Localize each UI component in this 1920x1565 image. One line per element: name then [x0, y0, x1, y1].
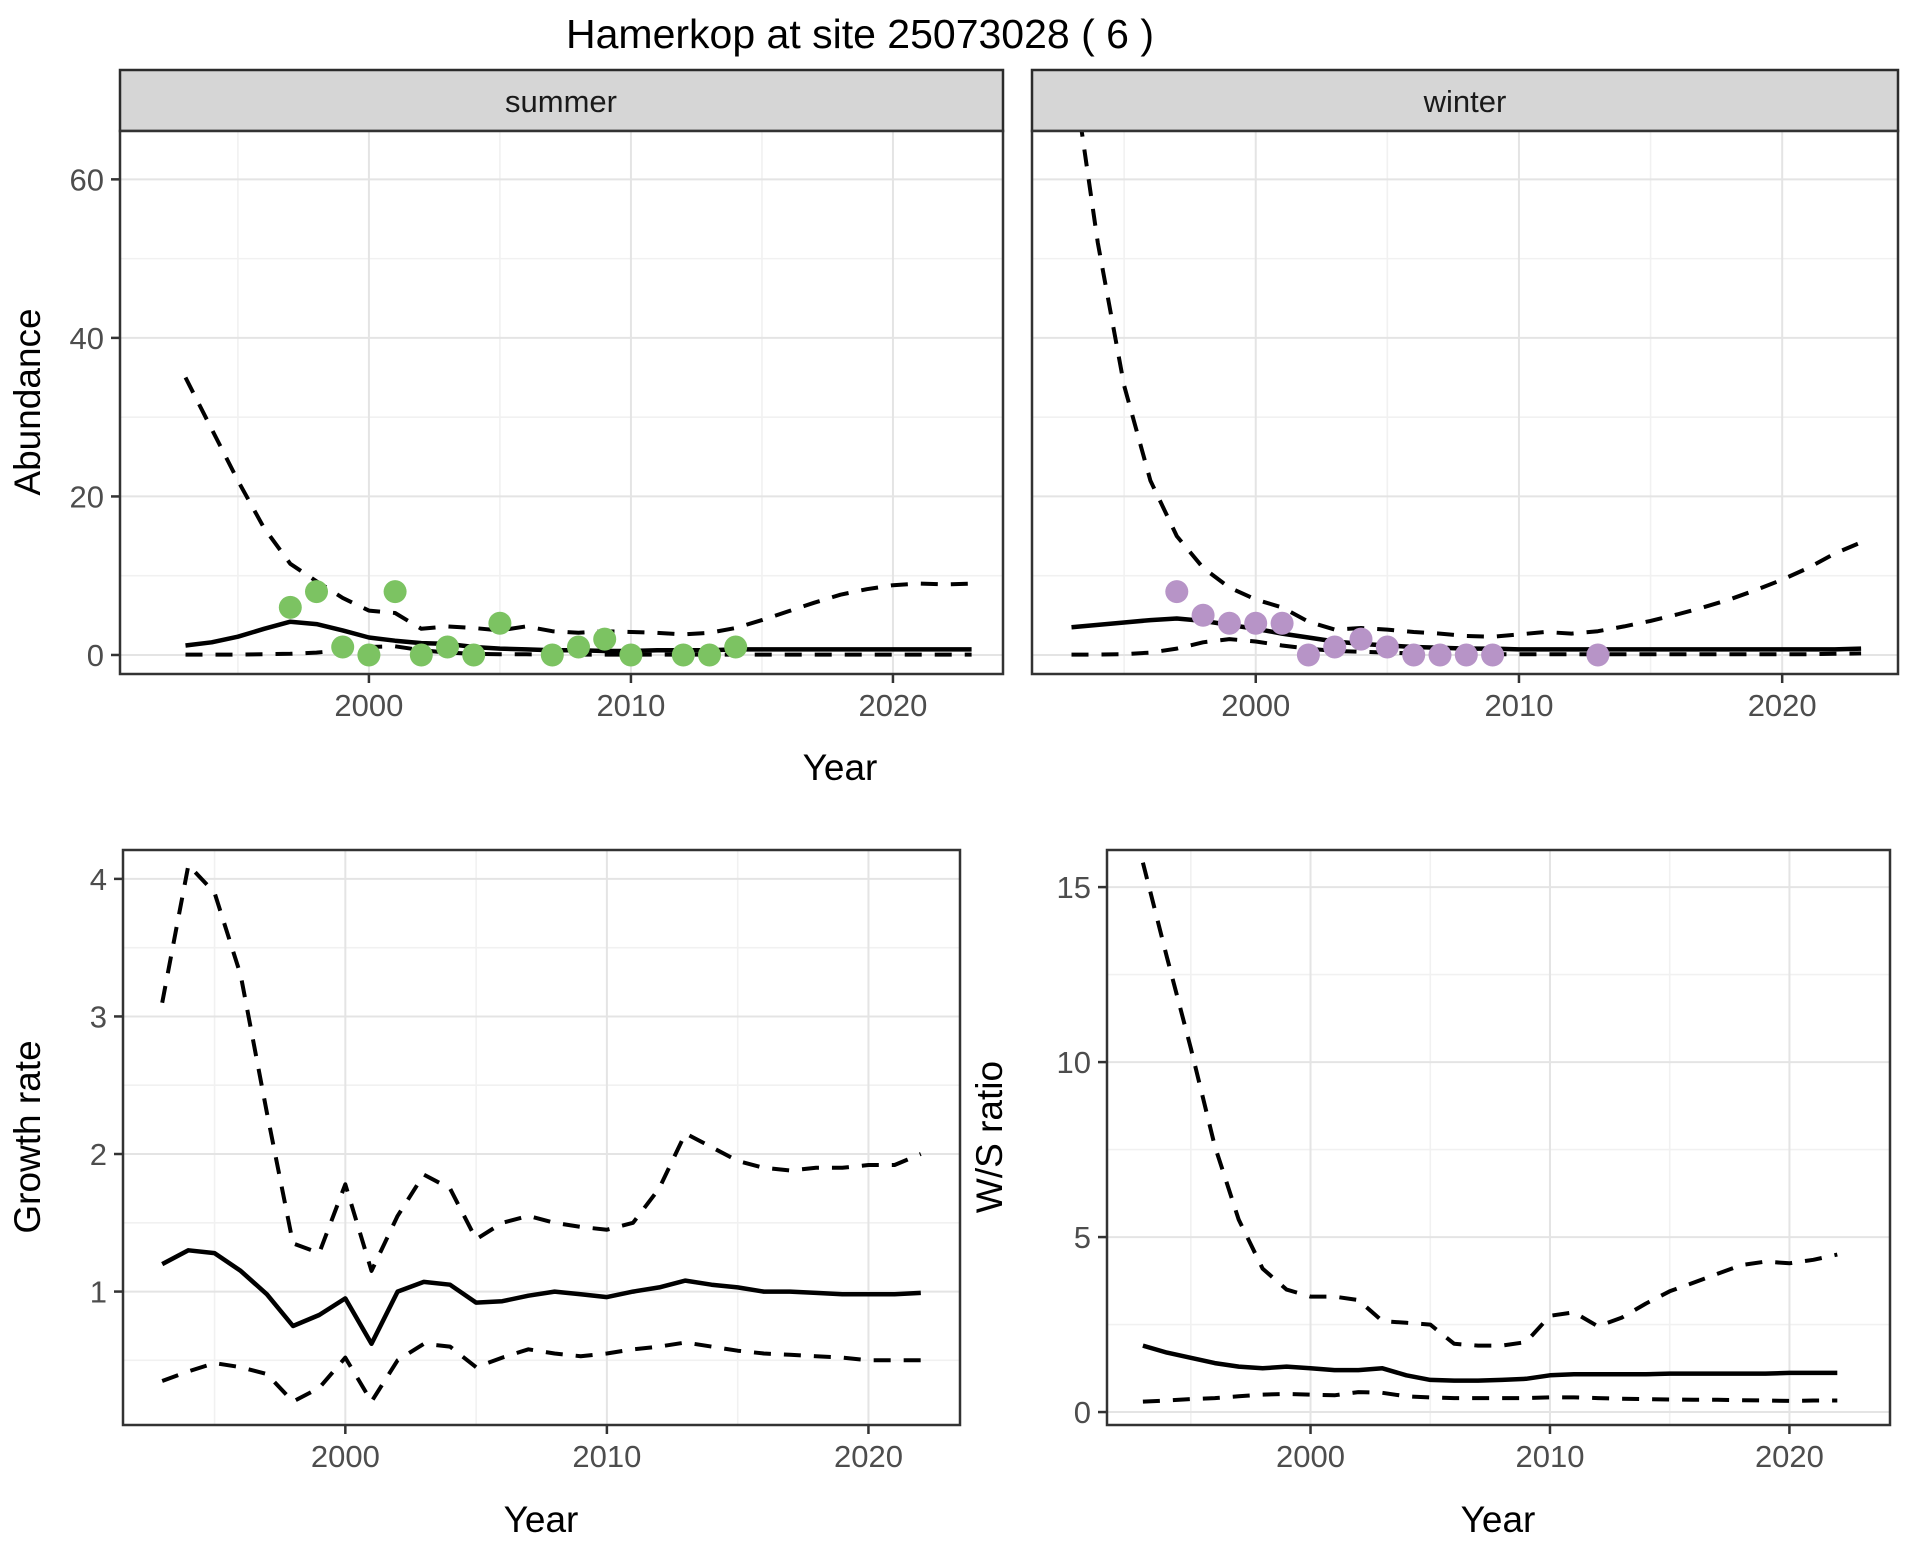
- observed-counts-summer-point: [436, 635, 459, 659]
- x-axis-title-bottom-right: Year: [1461, 1499, 1536, 1540]
- y-tick-label: 3: [90, 999, 107, 1034]
- observed-counts-winter-point: [1481, 643, 1505, 667]
- observed-counts-winter-point: [1191, 603, 1215, 627]
- facet-strip-summer: summer: [118, 68, 1005, 133]
- observed-counts-summer-point: [671, 643, 695, 667]
- observed-counts-summer-point: [305, 580, 328, 604]
- x-tick-label: 2020: [1755, 1439, 1824, 1474]
- facet-strip-winter-label: winter: [1423, 84, 1507, 119]
- abundance-summer-border: [118, 129, 1005, 676]
- y-tick-label: 10: [1057, 1045, 1091, 1080]
- y-tick-label: 60: [70, 162, 104, 197]
- abundance-winter-background: [1032, 131, 1898, 674]
- ws-ratio-upper-95ci-line: [1140, 862, 1838, 1348]
- observed-counts-summer-point: [593, 627, 617, 651]
- growth-rate-median-line: [161, 1248, 921, 1347]
- chart-title: Hamerkop at site 25073028 ( 6 ): [566, 11, 1154, 57]
- observed-counts-winter-point: [1402, 643, 1426, 667]
- observed-counts-summer-point: [278, 595, 302, 619]
- observed-counts-winter-point: [1349, 627, 1373, 651]
- observed-counts-winter-point: [1454, 643, 1478, 667]
- x-axis-title-top: Year: [803, 747, 878, 788]
- observed-counts-summer-point: [724, 635, 748, 659]
- observed-counts-winter-point: [1586, 643, 1610, 667]
- x-tick-label: 2000: [1221, 688, 1290, 723]
- x-tick-label: 2020: [1748, 688, 1817, 723]
- facet-strip-winter: winter: [1030, 68, 1900, 133]
- facet-strip-summer-label: summer: [505, 84, 617, 119]
- observed-counts-summer-point: [698, 643, 721, 667]
- abundance-winter-data-layer: [1071, 131, 1862, 667]
- y-tick-label: 0: [1074, 1395, 1091, 1430]
- observed-counts-summer-point: [331, 635, 355, 659]
- x-tick-label: 2010: [1515, 1439, 1584, 1474]
- ws-ratio-lower-95ci-line: [1142, 1390, 1838, 1404]
- y-axis-title-growth-rate: Growth rate: [7, 1040, 48, 1233]
- panel-abundance-summer: 2000 2010 2020 0 20 40 60: [70, 129, 1005, 723]
- y-axis-title-ws-ratio: W/S ratio: [969, 1061, 1010, 1213]
- ws-ratio-border: [1105, 848, 1892, 1427]
- ws-ratio-median-line: [1142, 1343, 1838, 1383]
- y-tick-label: 4: [90, 862, 107, 897]
- growth-rate-lower-95ci-line: [161, 1340, 921, 1404]
- y-tick-label: 20: [70, 479, 104, 514]
- y-tick-label: 2: [90, 1137, 107, 1172]
- observed-counts-summer-point: [540, 643, 564, 667]
- facet-strip-summer-bg: [118, 68, 1005, 133]
- x-tick-label: 2020: [858, 688, 927, 723]
- observed-counts-summer-point: [409, 643, 433, 667]
- y-tick-label: 40: [70, 321, 104, 356]
- x-tick-label: 2000: [311, 1439, 380, 1474]
- observed-counts-summer-point: [462, 643, 486, 667]
- y-tick-label: 15: [1057, 870, 1091, 905]
- x-tick-label: 2010: [596, 688, 665, 723]
- abundance-summer-data-layer: [183, 376, 972, 667]
- growth-rate-border: [121, 848, 962, 1427]
- panel-abundance-winter: 2000 2010 2020: [1030, 129, 1900, 723]
- observed-counts-winter-point: [1323, 635, 1347, 659]
- abundance-summer-background: [120, 131, 1003, 674]
- x-axis-title-bottom-left: Year: [504, 1499, 579, 1540]
- observed-counts-winter-point: [1296, 643, 1320, 667]
- ws-ratio-background: [1107, 850, 1890, 1425]
- observed-counts-winter-point: [1244, 611, 1268, 635]
- x-tick-label: 2000: [1276, 1439, 1345, 1474]
- observed-counts-winter-point: [1217, 611, 1241, 635]
- y-tick-label: 0: [87, 638, 104, 673]
- observed-counts-summer-point: [488, 611, 512, 635]
- y-tick-label: 5: [1074, 1220, 1091, 1255]
- x-tick-label: 2000: [334, 688, 403, 723]
- ws-ratio-data-layer: [1140, 862, 1838, 1404]
- observed-counts-summer-point: [567, 635, 590, 659]
- observed-counts-summer-point: [357, 643, 381, 667]
- x-tick-label: 2020: [834, 1439, 903, 1474]
- y-axis-title-abundance: Abundance: [7, 308, 48, 495]
- facet-strip-winter-bg: [1030, 68, 1900, 133]
- panel-ws-ratio: 2000 2010 2020 0 5 10 15: [1057, 848, 1892, 1474]
- observed-counts-winter-point: [1375, 635, 1399, 659]
- observed-counts-summer-point: [383, 580, 407, 604]
- x-tick-label: 2010: [1484, 688, 1553, 723]
- panel-growth-rate: 2000 2010 2020 1 2 3 4: [90, 848, 962, 1474]
- abundance-winter-border: [1030, 129, 1900, 676]
- growth-rate-data-layer: [160, 863, 922, 1404]
- observed-counts-winter-point: [1270, 611, 1294, 635]
- growth-rate-background: [123, 850, 960, 1425]
- growth-rate-upper-95ci-line: [160, 863, 922, 1273]
- observed-counts-winter-point: [1165, 580, 1189, 604]
- y-tick-label: 1: [90, 1275, 107, 1310]
- observed-counts-summer-point: [619, 643, 643, 667]
- x-tick-label: 2010: [572, 1439, 641, 1474]
- observed-counts-winter-point: [1428, 643, 1452, 667]
